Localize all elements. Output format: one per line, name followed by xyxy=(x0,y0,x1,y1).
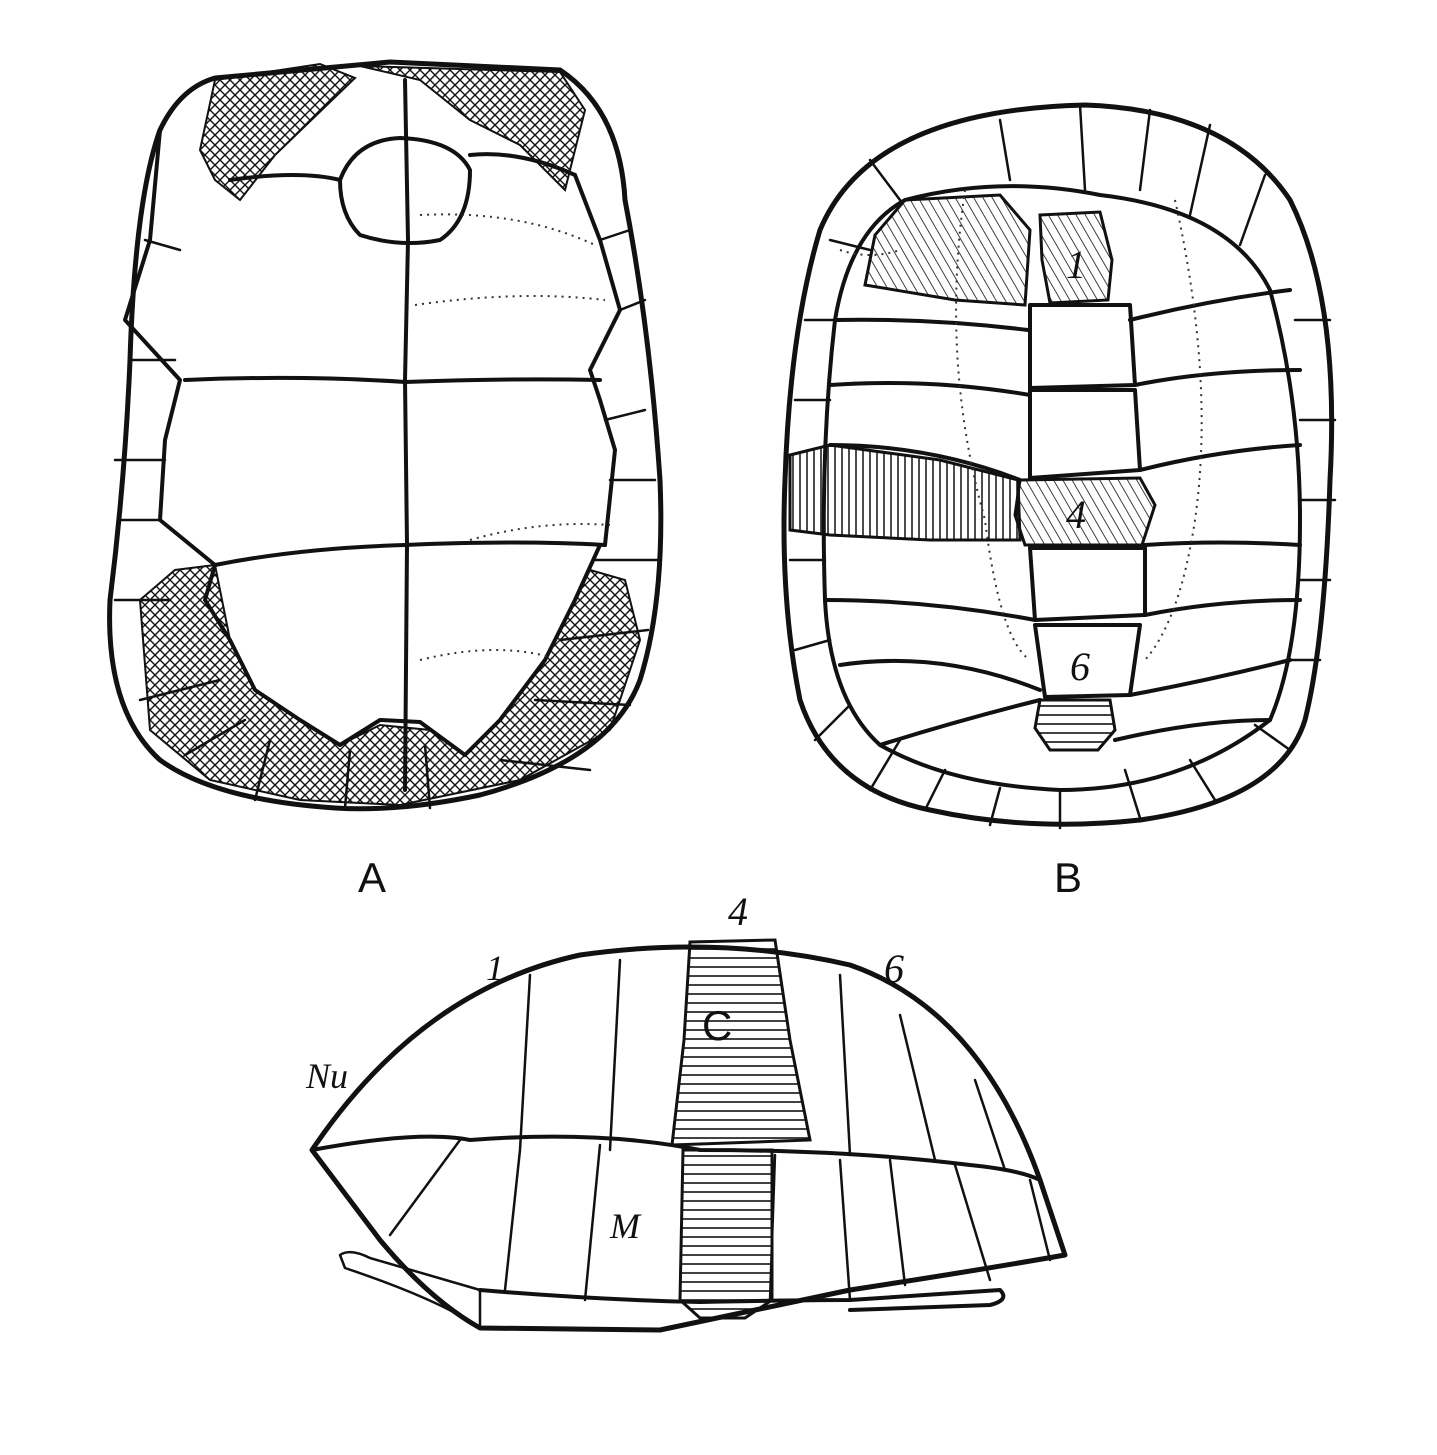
panel-b-scute-label-6: 6 xyxy=(1070,644,1090,689)
panel-b-costals-left xyxy=(823,317,1042,747)
panel-b-shell: 1 4 6 B xyxy=(781,102,1337,901)
panel-c-nuchal-label: Nu xyxy=(305,1056,348,1096)
panel-c-scute-label-1: 1 xyxy=(486,948,504,988)
panel-a-marginals-right xyxy=(498,228,662,772)
panel-b-scute-label-4: 4 xyxy=(1066,492,1086,537)
panel-a-seam-2 xyxy=(213,540,607,567)
panel-a-midline xyxy=(403,78,410,792)
panel-c-scute-label-6: 6 xyxy=(884,946,904,991)
panel-b-hatched-vertebral-4 xyxy=(1013,476,1157,547)
panel-c-hatched-marginal xyxy=(678,1148,774,1320)
panel-b-hatched-costal-4 xyxy=(788,443,1022,542)
panel-b-hatched-costal-1 xyxy=(863,193,1032,307)
panel-a-seam-1 xyxy=(183,375,602,384)
panel-a-hatched-top-center xyxy=(359,65,587,192)
panel-b-scute-label-1: 1 xyxy=(1066,242,1086,287)
panel-b-marginals xyxy=(788,103,1337,830)
panel-c-bridge xyxy=(338,1250,482,1330)
panel-a-gular xyxy=(338,136,472,246)
panel-c-scute-label-4: 4 xyxy=(728,889,748,934)
panel-a-outline xyxy=(107,59,664,812)
panel-a-seam-3 xyxy=(228,173,342,182)
panel-c-label: C xyxy=(702,1002,732,1049)
panel-b-hatched-vertebral-1 xyxy=(1038,210,1114,305)
panel-b-label: B xyxy=(1054,854,1082,901)
panel-c-shell: 1 4 6 Nu M C xyxy=(305,889,1068,1333)
panel-a-label: A xyxy=(358,854,386,901)
panel-a-marginals-left xyxy=(113,238,432,810)
panel-b-costals-right xyxy=(1113,288,1302,742)
panel-c-marginal-label: M xyxy=(609,1206,642,1246)
panel-b-hatched-vertebral-7 xyxy=(1033,698,1117,752)
panel-a-left-edge xyxy=(123,128,602,757)
panel-a-shell: A xyxy=(107,59,664,901)
panel-a-seam-4 xyxy=(468,152,577,177)
panel-c-hatched-vertebral-4 xyxy=(670,938,812,1147)
